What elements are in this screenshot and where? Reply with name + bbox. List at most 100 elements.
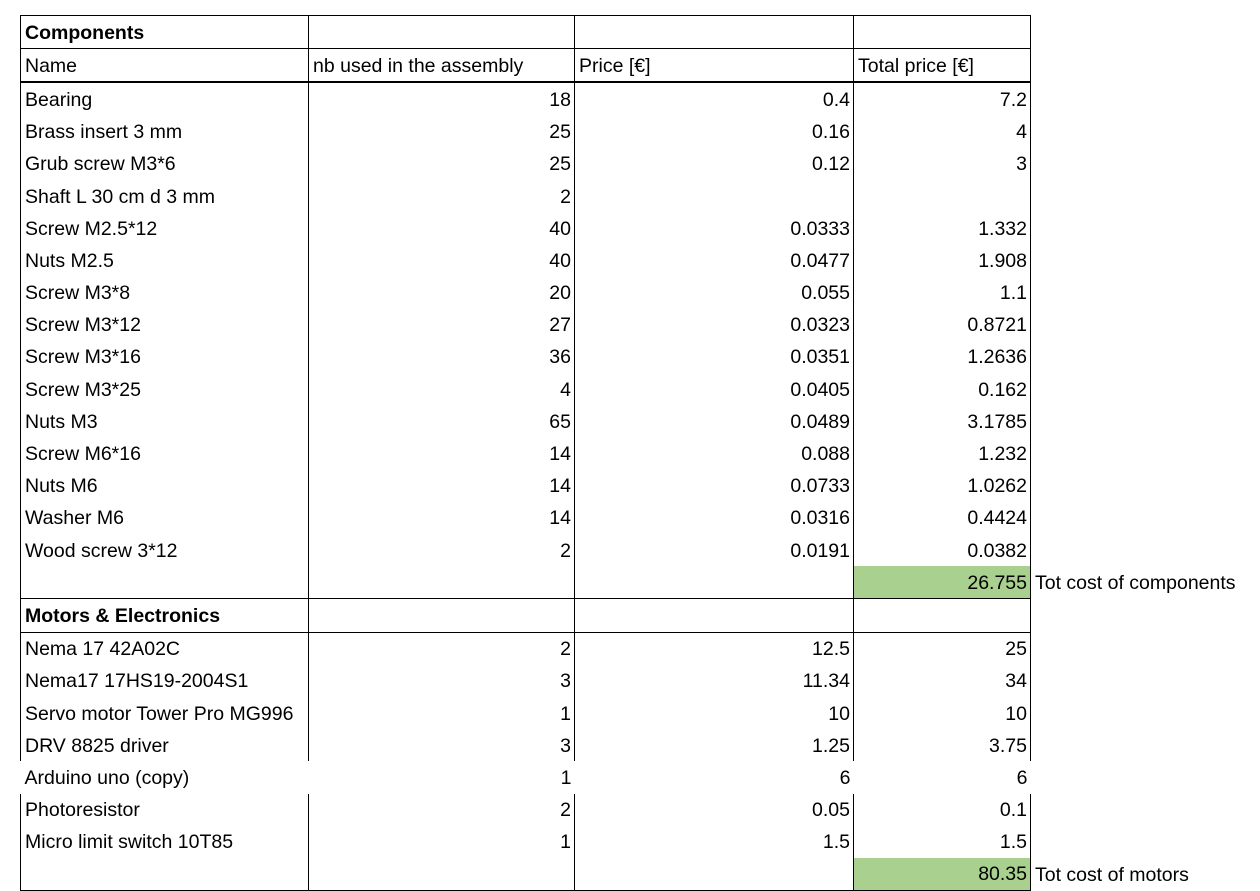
cell-qty[interactable]: 4 [308, 373, 575, 406]
empty-cell[interactable] [574, 566, 854, 600]
cell-component-name[interactable]: Screw M3*16 [20, 340, 309, 374]
cell-component-name[interactable]: Micro limit switch 10T85 [20, 825, 309, 858]
empty-cell[interactable] [574, 14, 854, 50]
cell-component-name[interactable]: Nema17 17HS19-2004S1 [20, 664, 309, 697]
cell-qty[interactable]: 2 [308, 179, 575, 213]
cell-qty[interactable]: 27 [308, 308, 575, 341]
cell-unit-price[interactable]: 0.0351 [574, 340, 854, 374]
cell-qty[interactable]: 3 [308, 664, 575, 697]
cell-total-price[interactable]: 1.332 [853, 212, 1031, 245]
cell-total-price[interactable]: 10 [853, 696, 1031, 730]
cell-unit-price[interactable]: 0.088 [574, 437, 854, 470]
cell-component-name[interactable]: Grub screw M3*6 [20, 147, 309, 180]
column-header-total[interactable]: Total price [€] [853, 48, 1031, 84]
cell-total-price[interactable]: 6 [1016, 766, 1028, 789]
cell-unit-price[interactable]: 6 [839, 766, 851, 789]
cell-unit-price[interactable]: 0.0489 [574, 405, 854, 438]
cell-unit-price[interactable]: 10 [574, 696, 854, 730]
cell-qty[interactable]: 3 [308, 729, 575, 762]
cell-component-name[interactable]: Screw M2.5*12 [20, 212, 309, 245]
cell-component-name[interactable]: Screw M6*16 [20, 437, 309, 470]
cell-total-price[interactable]: 1.1 [853, 276, 1031, 309]
cell-total-price[interactable]: 7.2 [853, 82, 1031, 116]
empty-cell[interactable] [308, 566, 575, 600]
cell-qty[interactable]: 65 [308, 405, 575, 438]
empty-cell[interactable] [20, 566, 309, 600]
cell-unit-price[interactable]: 0.0323 [574, 308, 854, 341]
cell-qty[interactable]: 18 [308, 82, 575, 116]
cell-qty[interactable]: 25 [308, 147, 575, 180]
cell-component-name[interactable]: Bearing [20, 82, 309, 116]
cell-unit-price[interactable]: 0.0733 [574, 469, 854, 502]
cell-total-price[interactable] [853, 179, 1031, 213]
empty-cell[interactable] [308, 598, 575, 633]
empty-cell[interactable] [853, 598, 1031, 633]
cell-qty[interactable]: 36 [308, 340, 575, 374]
cell-unit-price[interactable] [574, 179, 854, 213]
cell-total-price[interactable]: 4 [853, 115, 1031, 148]
cell-component-name[interactable]: Brass insert 3 mm [20, 115, 309, 148]
cell-component-name[interactable]: Nuts M6 [20, 469, 309, 502]
cell-unit-price[interactable]: 12.5 [574, 632, 854, 665]
cell-component-name[interactable]: Wood screw 3*12 [20, 534, 309, 567]
motors-total-label[interactable]: Tot cost of motors [1035, 863, 1189, 886]
empty-cell[interactable] [20, 857, 309, 891]
cell-unit-price[interactable]: 1.5 [574, 825, 854, 858]
cell-total-price[interactable]: 3.1785 [853, 405, 1031, 438]
cell-total-price[interactable]: 25 [853, 632, 1031, 665]
cell-total-price[interactable]: 1.908 [853, 244, 1031, 277]
cell-component-name[interactable]: Photoresistor [20, 793, 309, 826]
cell-total-price[interactable]: 0.8721 [853, 308, 1031, 341]
cell-total-price[interactable]: 34 [853, 664, 1031, 697]
cell-total-price[interactable]: 1.2636 [853, 340, 1031, 374]
column-header-qty[interactable]: nb used in the assembly [308, 48, 575, 84]
cell-unit-price[interactable]: 0.0333 [574, 212, 854, 245]
column-header-name[interactable]: Name [20, 48, 309, 84]
components-total-label[interactable]: Tot cost of components [1035, 572, 1236, 595]
cell-component-name[interactable]: Nema 17 42A02C [20, 632, 309, 665]
cell-component-name[interactable]: Arduino uno (copy) [24, 766, 190, 789]
cell-unit-price[interactable]: 0.0405 [574, 373, 854, 406]
cell-component-name[interactable]: Nuts M2.5 [20, 244, 309, 277]
cell-unit-price[interactable]: 0.4 [574, 82, 854, 116]
section-title-cell[interactable]: Components [20, 14, 309, 50]
cell-total-price[interactable]: 0.4424 [853, 501, 1031, 534]
cell-qty[interactable]: 14 [308, 469, 575, 502]
cell-qty[interactable]: 2 [308, 793, 575, 826]
cell-unit-price[interactable]: 0.05 [574, 793, 854, 826]
cell-qty[interactable]: 1 [308, 825, 575, 858]
cell-qty[interactable]: 14 [308, 501, 575, 534]
cell-qty[interactable]: 40 [308, 212, 575, 245]
cell-unit-price[interactable]: 0.0477 [574, 244, 854, 277]
section-title-cell[interactable]: Motors & Electronics [20, 598, 309, 633]
cell-unit-price[interactable]: 0.0191 [574, 534, 854, 567]
cell-total-price[interactable]: 1.0262 [853, 469, 1031, 502]
cell-total-price[interactable]: 3.75 [853, 729, 1031, 762]
cell-qty[interactable]: 1 [560, 766, 572, 789]
cell-qty[interactable]: 25 [308, 115, 575, 148]
cell-total-price[interactable]: 1.232 [853, 437, 1031, 470]
cell-unit-price[interactable]: 11.34 [574, 664, 854, 697]
cell-qty[interactable]: 2 [308, 632, 575, 665]
cell-component-name[interactable]: Washer M6 [20, 501, 309, 534]
cell-unit-price[interactable]: 0.16 [574, 115, 854, 148]
cell-component-name[interactable]: Shaft L 30 cm d 3 mm [20, 179, 309, 213]
empty-cell[interactable] [308, 857, 575, 891]
empty-cell[interactable] [853, 14, 1031, 50]
cell-qty[interactable]: 20 [308, 276, 575, 309]
cell-component-name[interactable]: Servo motor Tower Pro MG996 [20, 696, 309, 730]
empty-cell[interactable] [574, 598, 854, 633]
cell-total-price[interactable]: 0.0382 [853, 534, 1031, 567]
cell-component-name[interactable]: Nuts M3 [20, 405, 309, 438]
empty-cell[interactable] [574, 857, 854, 891]
cell-qty[interactable]: 14 [308, 437, 575, 470]
cell-total-price[interactable]: 0.1 [853, 793, 1031, 826]
cell-qty[interactable]: 40 [308, 244, 575, 277]
cell-component-name[interactable]: Screw M3*25 [20, 373, 309, 406]
cell-total-price[interactable]: 1.5 [853, 825, 1031, 858]
motors-total-value-cell[interactable]: 80.35 [853, 857, 1031, 891]
cell-qty[interactable]: 1 [308, 696, 575, 730]
components-total-value-cell[interactable]: 26.755 [853, 566, 1031, 600]
cell-component-name[interactable]: Screw M3*12 [20, 308, 309, 341]
cell-component-name[interactable]: DRV 8825 driver [20, 729, 309, 762]
